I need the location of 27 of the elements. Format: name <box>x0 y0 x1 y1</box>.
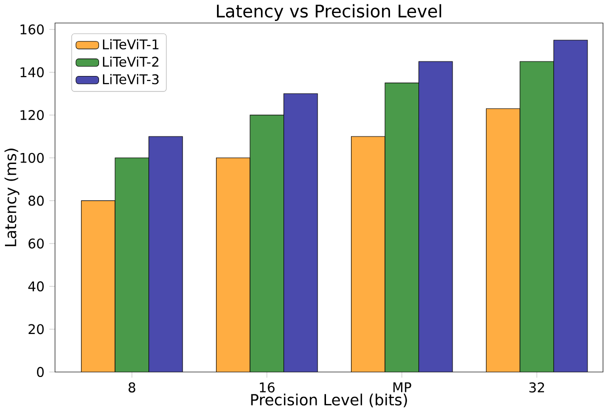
y-tick-label: 120 <box>20 110 44 120</box>
y-axis-title: Latency (ms) <box>4 148 20 246</box>
y-tick-label: 0 <box>37 366 44 378</box>
legend-label: LiTeViT-1 <box>102 39 158 50</box>
x-tick-label: 8 <box>128 382 136 392</box>
x-axis-title: Precision Level (bits) <box>251 394 407 408</box>
legend-label: LiTeViT-3 <box>102 74 159 84</box>
y-tick-label: 60 <box>28 238 44 249</box>
y-tick-label: 140 <box>20 67 44 78</box>
bar <box>418 61 453 372</box>
bar <box>486 108 520 372</box>
x-tick-label: 32 <box>529 382 544 392</box>
y-tick-label: 40 <box>28 281 44 292</box>
bar <box>216 158 250 372</box>
y-tick-label: 160 <box>20 24 44 34</box>
y-tick-label: 100 <box>20 152 44 163</box>
bar <box>284 93 318 372</box>
bar <box>81 200 116 372</box>
chart-title: Latency vs Precision Level <box>216 4 442 21</box>
bar <box>148 136 183 372</box>
y-tick-label: 20 <box>28 324 44 334</box>
y-tick-label: 80 <box>28 196 44 206</box>
x-tick-label: 16 <box>260 382 275 392</box>
x-tick-label: MP <box>393 382 412 392</box>
legend-label: LiTeViT-2 <box>102 56 158 67</box>
bar <box>351 136 386 372</box>
bar <box>553 40 588 372</box>
